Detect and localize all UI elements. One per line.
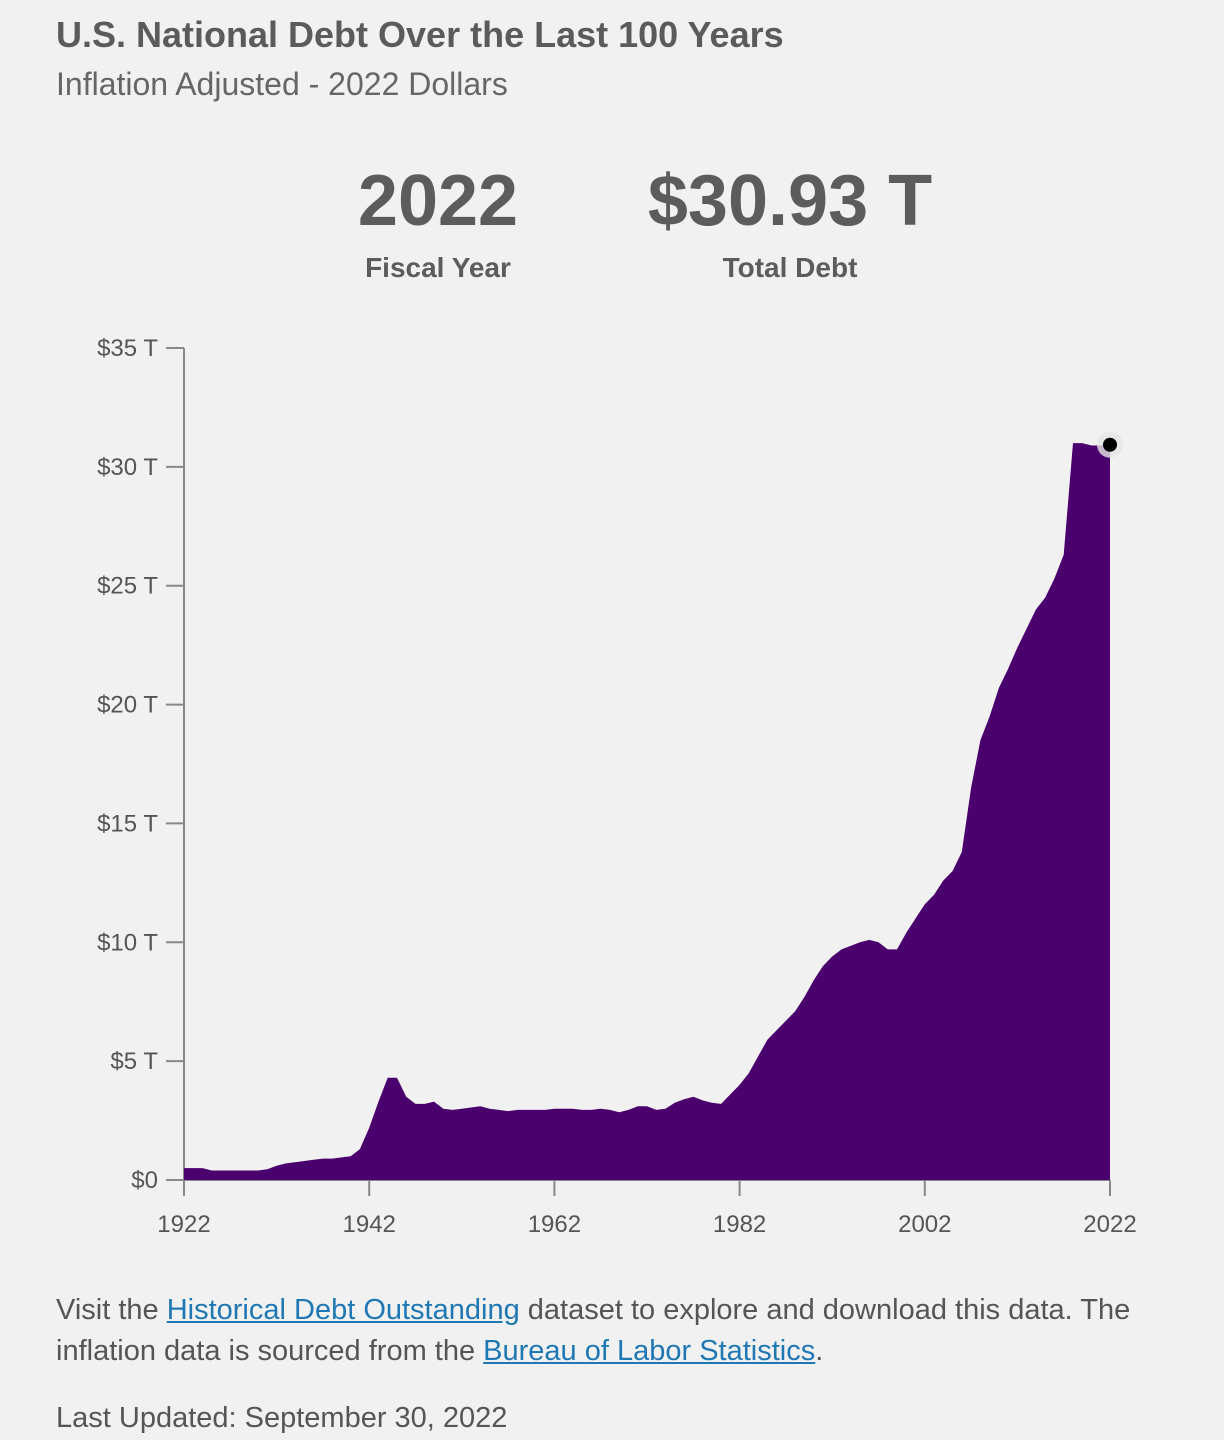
bls-link[interactable]: Bureau of Labor Statistics — [483, 1335, 816, 1367]
debt-area-chart[interactable]: $0 $5 T $10 T $15 T $20 T $25 T $30 T $35 T 192… — [0, 320, 1224, 1250]
y-tick-label: $5 T — [110, 1048, 158, 1075]
y-axis: $0 $5 T $10 T $15 T $20 T $25 T $30 T $35 T — [97, 335, 185, 1194]
last-updated: Last Updated: September 30, 2022 — [56, 1402, 508, 1434]
y-tick-label: $20 T — [97, 692, 158, 719]
source-note-suffix: . — [815, 1335, 824, 1367]
y-tick-label: $0 — [131, 1167, 158, 1194]
selected-year-label: Fiscal Year — [365, 252, 511, 283]
chart-title: U.S. National Debt Over the Last 100 Yea… — [56, 14, 784, 55]
y-tick-label: $30 T — [97, 454, 158, 481]
selected-year-value: 2022 — [357, 161, 519, 241]
y-tick-label: $15 T — [97, 810, 158, 837]
x-tick-label: 1962 — [528, 1211, 581, 1238]
x-tick-label: 1982 — [713, 1211, 766, 1238]
chart-subtitle: Inflation Adjusted - 2022 Dollars — [56, 66, 508, 102]
x-tick-label: 1942 — [343, 1211, 396, 1238]
y-tick-label: $35 T — [97, 335, 158, 362]
selected-debt-label: Total Debt — [722, 252, 858, 283]
selected-debt-value: $30.93 T — [647, 161, 933, 241]
selected-point-marker[interactable] — [1103, 437, 1117, 452]
x-tick-label: 2022 — [1083, 1211, 1136, 1238]
historical-debt-link[interactable]: Historical Debt Outstanding — [166, 1294, 520, 1326]
y-tick-label: $25 T — [97, 573, 158, 600]
x-axis: 1922 1942 1962 1982 2002 2022 — [157, 1179, 1137, 1238]
source-note-prefix: Visit the — [56, 1294, 167, 1326]
plot-area[interactable] — [184, 431, 1123, 1181]
x-tick-label: 1922 — [157, 1211, 210, 1238]
debt-area[interactable] — [184, 443, 1110, 1181]
source-note-middle: dataset to explore and download this dat… — [56, 1294, 1131, 1367]
source-note: Visit the Historical Debt Outstanding da… — [56, 1290, 1176, 1372]
x-tick-label: 2002 — [898, 1211, 951, 1238]
y-tick-label: $10 T — [97, 929, 158, 956]
